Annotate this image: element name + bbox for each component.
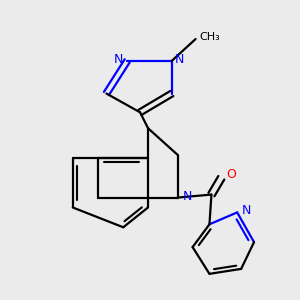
Text: O: O: [226, 168, 236, 181]
Text: N: N: [183, 190, 192, 203]
Text: N: N: [175, 53, 184, 66]
Text: N: N: [242, 204, 251, 217]
Text: N: N: [114, 53, 123, 66]
Text: CH₃: CH₃: [200, 32, 220, 42]
